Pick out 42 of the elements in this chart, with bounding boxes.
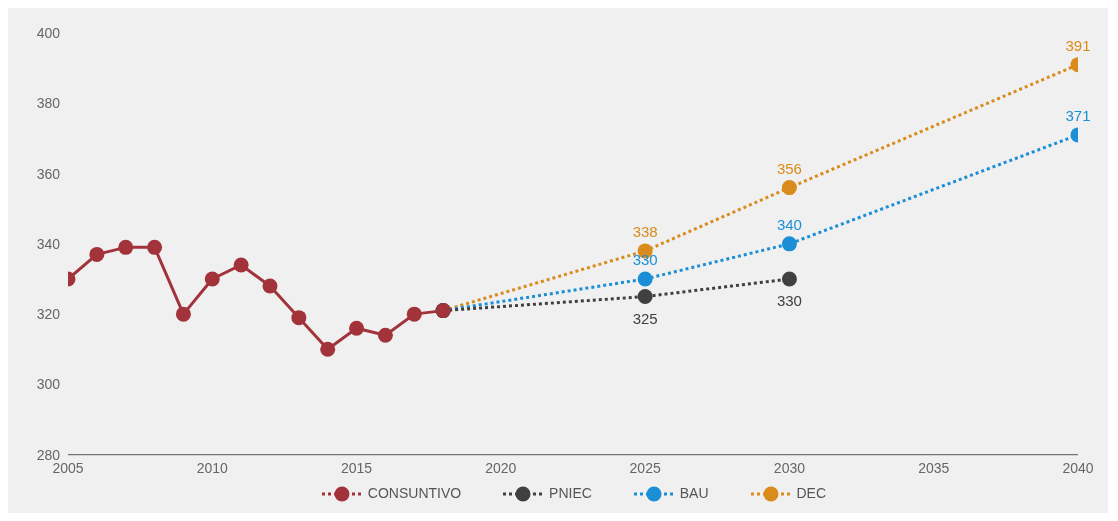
y-tick-label: 340 bbox=[36, 235, 61, 252]
y-tick-label: 380 bbox=[36, 95, 61, 112]
point bbox=[118, 239, 134, 255]
y-tick-label: 360 bbox=[36, 165, 61, 182]
point bbox=[637, 289, 653, 305]
data-label: 391 bbox=[1065, 36, 1091, 54]
data-label: 340 bbox=[776, 215, 802, 233]
legend-label: PNIEC bbox=[548, 484, 592, 503]
point bbox=[406, 306, 422, 322]
point bbox=[204, 271, 220, 287]
point bbox=[781, 236, 797, 252]
data-label: 325 bbox=[632, 309, 658, 327]
x-tick-label: 2025 bbox=[629, 459, 661, 476]
y-tick-label: 300 bbox=[36, 376, 61, 393]
point bbox=[781, 271, 797, 287]
point bbox=[233, 257, 249, 273]
point bbox=[89, 246, 105, 262]
y-tick-label: 320 bbox=[36, 306, 61, 323]
data-label: 371 bbox=[1065, 106, 1091, 124]
x-tick-label: 2030 bbox=[773, 459, 806, 476]
point bbox=[320, 341, 336, 357]
point bbox=[377, 327, 393, 343]
point bbox=[291, 310, 307, 326]
data-label: 338 bbox=[632, 222, 658, 240]
legend-label: DEC bbox=[795, 484, 827, 503]
point bbox=[781, 180, 797, 196]
x-tick-label: 2015 bbox=[340, 459, 373, 476]
data-label: 330 bbox=[632, 250, 658, 268]
legend-label: BAU bbox=[678, 484, 709, 503]
data-label: 330 bbox=[776, 291, 802, 309]
y-tick-label: 400 bbox=[36, 24, 61, 41]
point bbox=[349, 320, 365, 336]
x-tick-label: 2035 bbox=[918, 459, 950, 476]
x-tick-label: 2040 bbox=[1062, 459, 1094, 476]
point bbox=[262, 278, 278, 294]
x-tick-label: 2010 bbox=[196, 459, 229, 476]
x-tick-label: 2020 bbox=[485, 459, 517, 476]
point bbox=[175, 306, 191, 322]
data-label: 356 bbox=[776, 159, 802, 177]
point bbox=[637, 271, 653, 287]
legend-label: CONSUNTIVO bbox=[366, 484, 462, 503]
point bbox=[147, 239, 163, 255]
